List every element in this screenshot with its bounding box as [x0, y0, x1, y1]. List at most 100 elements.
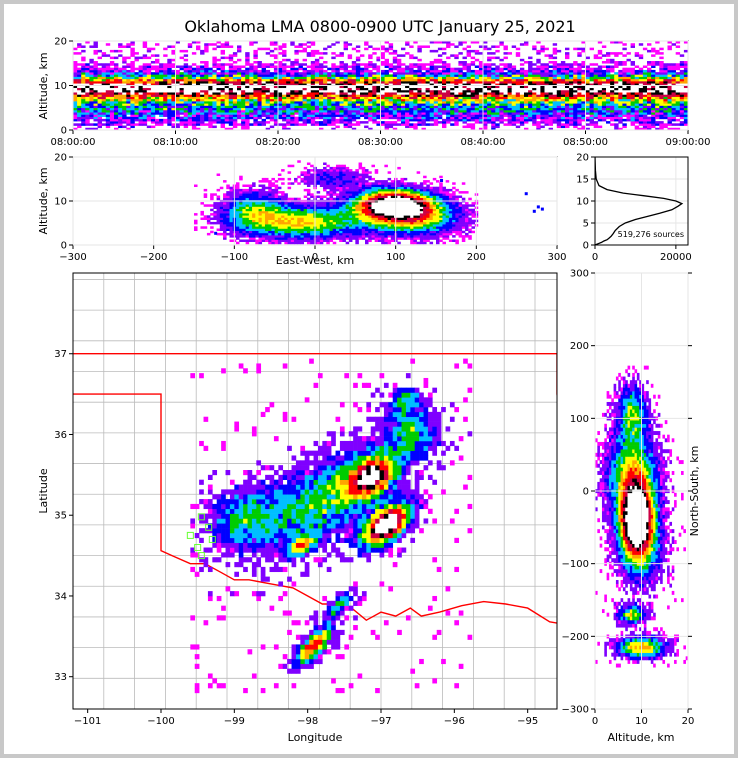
time-altitude-cell — [204, 89, 209, 93]
time-altitude-cell — [122, 78, 127, 82]
time-altitude-cell — [606, 103, 611, 106]
time-altitude-cell — [663, 109, 668, 113]
east-west-altitude-cell — [268, 219, 272, 223]
time-altitude-cell — [105, 63, 111, 66]
time-altitude-cell — [540, 94, 545, 97]
east-west-altitude-cell — [229, 226, 234, 229]
time-altitude-cell — [507, 67, 512, 71]
time-altitude-cell — [163, 105, 168, 109]
time-altitude-cell — [306, 121, 312, 124]
time-altitude-cell — [392, 49, 398, 53]
time-altitude-cell — [647, 98, 652, 102]
time-altitude-cell — [392, 123, 398, 126]
time-altitude-cell — [306, 83, 312, 86]
time-altitude-cell — [458, 76, 463, 80]
east-west-altitude-cell — [245, 224, 250, 227]
time-altitude-cell — [224, 74, 230, 77]
time-altitude-cell — [290, 72, 295, 75]
time-altitude-cell — [499, 81, 504, 84]
time-altitude-cell — [228, 85, 234, 89]
time-altitude-cell — [290, 123, 295, 126]
time-altitude-cell — [409, 81, 414, 84]
time-altitude-cell — [589, 74, 594, 77]
time-altitude-cell — [638, 116, 644, 120]
time-altitude-cell — [511, 74, 517, 77]
time-altitude-cell — [114, 72, 119, 75]
time-altitude-cell — [73, 81, 78, 84]
time-altitude-cell — [327, 116, 332, 120]
time-altitude-cell — [548, 114, 553, 117]
time-altitude-cell — [159, 89, 164, 93]
time-altitude-cell — [155, 58, 160, 62]
time-altitude-cell — [392, 78, 398, 82]
time-altitude-cell — [150, 105, 156, 109]
time-altitude-cell — [589, 96, 594, 100]
time-altitude-cell — [499, 72, 504, 75]
time-altitude-cell — [577, 74, 582, 77]
time-altitude-cell — [241, 87, 246, 91]
time-altitude-cell — [196, 127, 201, 130]
time-altitude-cell — [556, 94, 562, 97]
time-altitude-cell — [556, 85, 562, 89]
time-altitude-cell — [519, 74, 525, 77]
time-altitude-cell — [593, 76, 599, 80]
time-altitude-cell — [667, 96, 672, 100]
time-altitude-cell — [511, 112, 517, 115]
time-altitude-cell — [249, 105, 254, 109]
time-altitude-cell — [614, 116, 619, 120]
time-altitude-cell — [495, 101, 500, 104]
time-altitude-cell — [495, 87, 500, 91]
time-altitude-cell — [278, 109, 283, 113]
time-altitude-cell — [212, 72, 217, 75]
time-altitude-cell — [331, 92, 336, 95]
time-altitude-cell — [77, 83, 82, 86]
time-altitude-cell — [77, 107, 82, 111]
time-altitude-cell — [667, 67, 672, 71]
time-altitude-cell — [589, 112, 594, 115]
time-altitude-cell — [483, 109, 488, 113]
east-west-altitude-cell — [210, 217, 214, 220]
east-west-altitude-cell — [242, 195, 246, 198]
time-altitude-cell — [171, 81, 176, 84]
time-altitude-cell — [429, 112, 435, 115]
time-altitude-cell — [384, 107, 389, 111]
time-altitude-cell — [319, 114, 324, 117]
time-altitude-cell — [261, 85, 266, 89]
time-altitude-cell — [413, 116, 418, 120]
time-altitude-cell — [626, 101, 631, 104]
time-altitude-cell — [208, 81, 213, 84]
time-altitude-cell — [360, 114, 365, 117]
time-altitude-cell — [548, 118, 553, 122]
time-altitude-cell — [97, 49, 102, 53]
time-altitude-cell — [593, 103, 599, 106]
time-altitude-cell — [126, 127, 131, 130]
time-altitude-cell — [519, 98, 525, 102]
time-altitude-cell — [503, 112, 508, 115]
time-altitude-cell — [163, 121, 168, 124]
time-altitude-cell — [671, 43, 676, 46]
time-altitude-cell — [483, 76, 488, 80]
east-west-altitude-cell — [203, 195, 208, 198]
time-altitude-cell — [524, 92, 529, 95]
time-altitude-cell — [138, 78, 143, 82]
time-altitude-cell — [544, 121, 549, 124]
time-altitude-cell — [679, 72, 685, 75]
time-altitude-cell — [355, 92, 361, 95]
time-altitude-cell — [511, 105, 517, 109]
time-altitude-cell — [212, 98, 217, 102]
east-west-altitude-cell — [268, 193, 272, 196]
time-altitude-cell — [618, 76, 623, 80]
time-altitude-cell — [220, 45, 225, 48]
time-altitude-cell — [507, 94, 512, 97]
east-west-altitude-cell — [245, 197, 250, 201]
east-west-altitude-cell — [248, 213, 253, 216]
time-altitude-cell — [466, 96, 471, 100]
time-altitude-cell — [159, 63, 164, 66]
time-altitude-cell — [597, 69, 603, 73]
time-altitude-cell — [532, 81, 537, 84]
time-altitude-cell — [232, 123, 238, 126]
time-altitude-cell — [483, 72, 488, 75]
time-altitude-cell — [487, 74, 492, 77]
time-altitude-cell — [638, 74, 644, 77]
time-altitude-cell — [118, 112, 123, 115]
